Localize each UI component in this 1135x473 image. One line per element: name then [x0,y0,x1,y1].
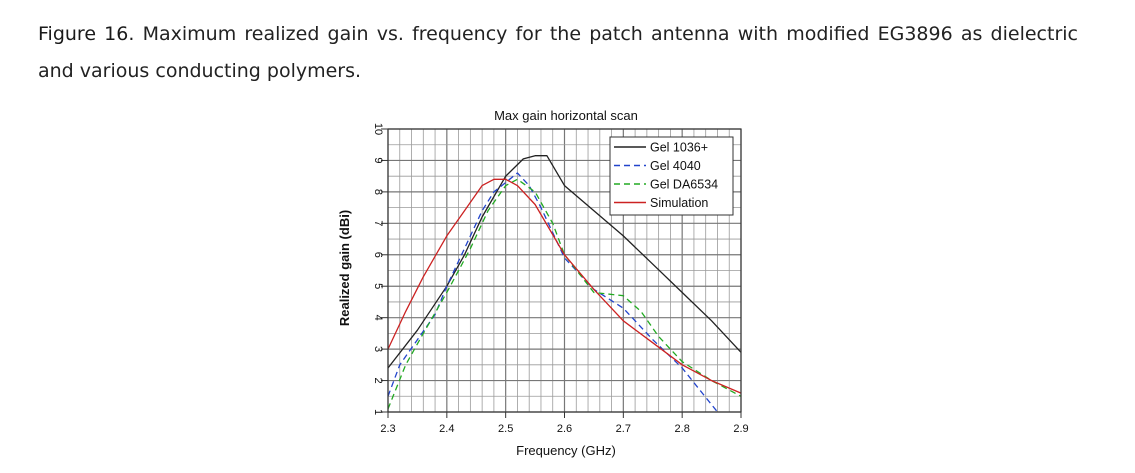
legend-label: Simulation [650,196,708,210]
series-line-gel-da6534 [387,178,742,410]
x-tick-label: 2.4 [439,423,454,435]
figure-caption: Figure 16. Maximum realized gain vs. fre… [38,16,1078,90]
x-tick-label: 2.9 [733,423,748,435]
y-tick-label: 3 [372,346,384,352]
legend: Gel 1036+ Gel 4040 Gel DA6534 Simulation [609,136,734,216]
chart-title: Max gain horizontal scan [494,108,638,123]
axes: 2.3 2.4 2.5 2.6 2.7 2.8 2.9 1 2 3 4 5 6 7 8 9 10 [372,123,749,435]
legend-label: Gel 4040 [650,159,701,173]
y-tick-label: 9 [372,157,384,163]
y-tick-label: 2 [372,377,384,383]
figure-caption-text: Maximum realized gain vs. frequency for … [38,23,1078,82]
y-tick-label: 1 [372,409,384,415]
series-line-gel-1036- [387,155,742,369]
y-tick-label: 8 [372,189,384,195]
y-tick-label: 10 [372,123,384,135]
y-tick-label: 7 [372,220,384,226]
legend-label: Gel DA6534 [650,178,718,192]
series-lines [387,155,742,413]
x-axis-label: Frequency (GHz) [516,443,616,458]
x-tick-label: 2.5 [498,423,513,435]
y-tick-label: 5 [372,283,384,289]
figure-label: Figure 16. [38,23,135,45]
series-line-simulation [387,178,742,394]
y-tick-label: 4 [372,315,384,321]
x-tick-label: 2.7 [616,423,631,435]
y-axis-label: Realized gain (dBi) [337,210,352,326]
series-line-gel-4040 [387,172,719,413]
y-tick-label: 6 [372,252,384,258]
legend-label: Gel 1036+ [650,141,708,155]
x-tick-label: 2.3 [380,423,395,435]
x-tick-label: 2.8 [675,423,690,435]
x-tick-label: 2.6 [557,423,572,435]
